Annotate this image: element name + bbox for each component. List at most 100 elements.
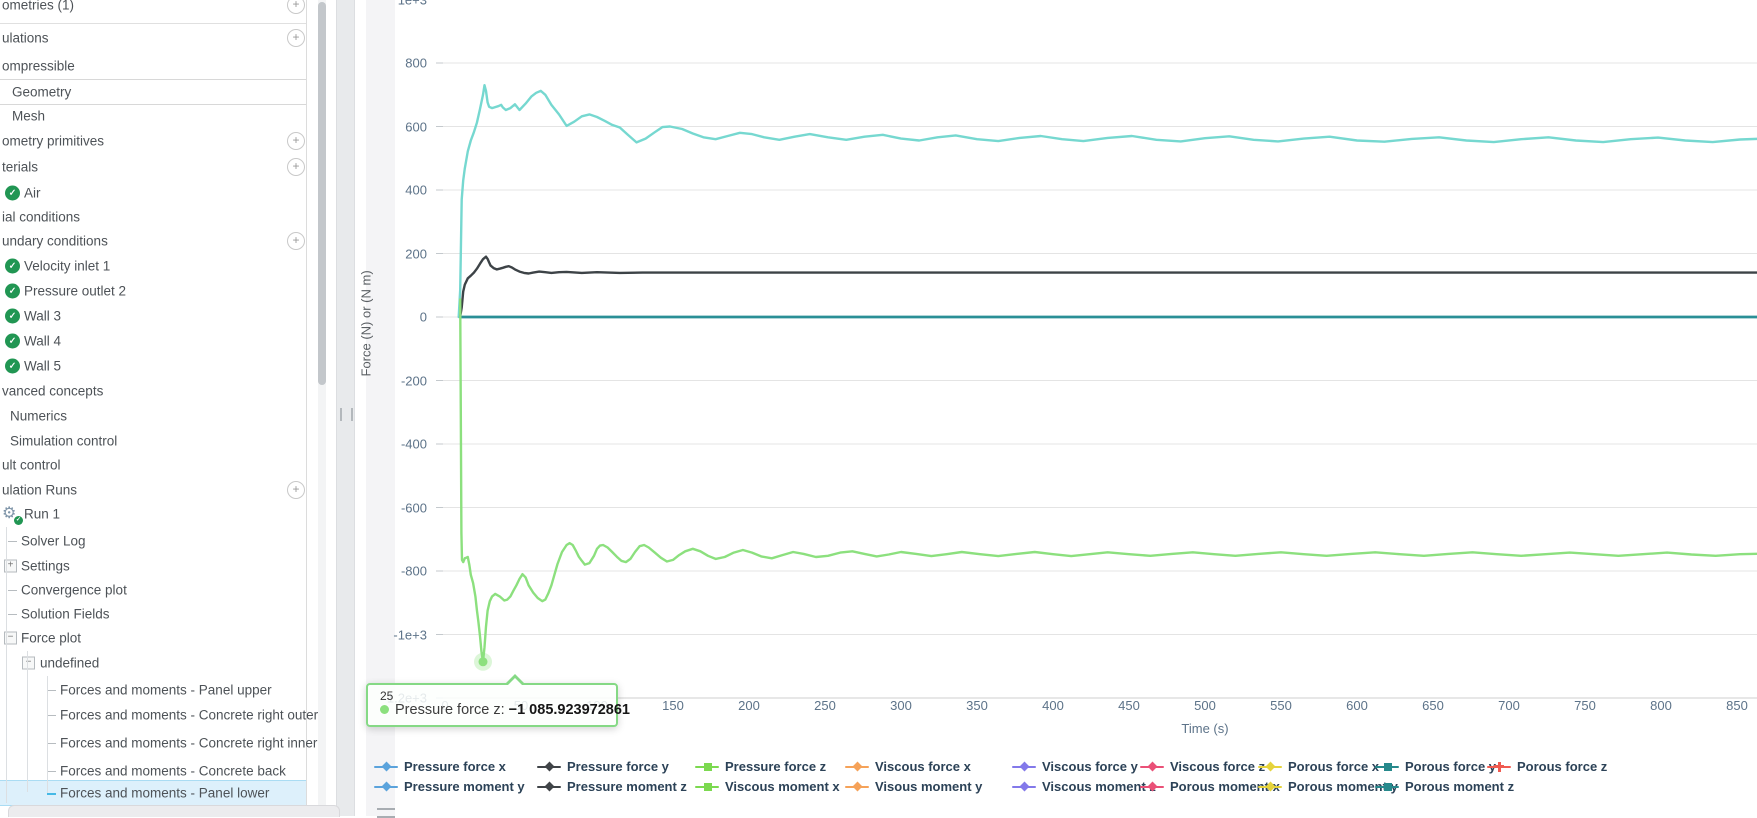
legend-label: Viscous moment x [725,779,840,794]
tree-item-undefined[interactable]: − undefined [0,651,306,675]
tree-leaf-dash-icon [47,793,56,795]
tree-item-air[interactable]: ✓ Air [0,181,306,205]
panel-resize-grip-icon[interactable] [340,408,353,421]
legend-label: Porous moment y [1288,779,1398,794]
y-tick-label: -1e+3 [393,627,427,642]
tree-item-forces-and-moments-panel-lower[interactable]: Forces and moments - Panel lower [0,780,306,806]
tree-item-ult-control[interactable]: ult control [0,453,306,477]
tree-item-label: Forces and moments - Concrete right inne… [60,735,318,751]
tree-item-label: ometry primitives [2,133,105,149]
tree-item-convergence-plot[interactable]: Convergence plot [0,578,306,602]
x-tick-label: 600 [1346,698,1368,713]
tree-item-forces-and-moments-concrete-right-inner[interactable]: Forces and moments - Concrete right inne… [0,731,317,755]
add-button[interactable]: + [287,0,305,14]
force-plot-canvas[interactable] [430,0,1757,816]
add-button[interactable]: + [287,29,305,47]
x-tick-label: 400 [1042,698,1064,713]
tree-item-label: Force plot [21,630,82,646]
bottom-panel-edge[interactable] [8,805,340,817]
tree-item-vanced-concepts[interactable]: vanced concepts [0,379,306,403]
panel-resize-gutter[interactable] [336,0,355,816]
add-button[interactable]: + [287,132,305,150]
legend-label: Porous moment x [1170,779,1280,794]
tree-item-label: Geometry [12,84,72,100]
y-tick-label: 400 [405,182,427,198]
expand-icon[interactable]: + [4,559,17,573]
series-line-pressure-force-z [459,298,1757,663]
y-tick-label: -600 [400,500,427,515]
x-tick-label: 150 [662,698,684,713]
tree-item-label: ial conditions [2,209,81,225]
tree-separator [0,23,306,24]
add-button[interactable]: + [287,481,305,499]
legend-label: Porous moment z [1405,779,1515,794]
tree-item-undary-conditions[interactable]: undary conditions + [0,229,306,253]
simulation-tree-panel: ometries (1) + ulations + ompressible Geometr… [0,0,318,816]
tree-item-ulation-runs[interactable]: ulation Runs + [0,478,306,502]
tooltip-series-value: −1 085.923972861 [508,702,630,718]
collapse-icon[interactable]: − [4,631,17,645]
tree-item-label: Forces and moments - Concrete back [60,763,286,779]
tree-item-solver-log[interactable]: Solver Log [0,529,306,553]
series-line-pressure-force-x [457,84,1757,319]
legend-marker-icon [845,781,869,792]
legend-marker-icon [1375,782,1399,792]
gear-icon: ⚙ ✓ [2,505,23,525]
tree-item-label: ult control [2,457,61,473]
legend-marker-icon [537,781,561,792]
tree-item-label: Pressure outlet 2 [24,283,127,299]
check-circle-icon: ✓ [5,333,20,349]
tree-leaf-dash-icon [47,715,56,716]
bottom-panel-drag-handle-icon[interactable] [377,808,395,818]
add-button[interactable]: + [287,158,305,176]
tree-item-label: ulation Runs [2,482,78,498]
tree-item-label: Wall 4 [24,333,62,349]
add-button[interactable]: + [287,232,305,250]
tree-item-velocity-inlet-1[interactable]: ✓ Velocity inlet 1 [0,254,306,278]
tree-item-ometries-1[interactable]: ometries (1) + [0,0,306,17]
tree-item-label: ulations [2,30,49,46]
y-tick-label: 800 [405,55,427,71]
y-tick-label: 1e+3 [355,0,427,7]
tree-item-forces-and-moments-panel-upper[interactable]: Forces and moments - Panel upper [0,678,306,702]
tree-item-run-1[interactable]: ⚙ ✓ Run 1 [0,502,306,526]
tree-item-forces-and-moments-concrete-right-outer[interactable]: Forces and moments - Concrete right oute… [0,703,318,727]
tree-item-forces-and-moments-concrete-back[interactable]: Forces and moments - Concrete back [0,759,306,783]
check-badge-icon: ✓ [14,516,23,525]
tree-item-terials[interactable]: terials + [0,155,306,179]
tree-item-numerics[interactable]: Numerics [0,404,306,428]
x-tick-label: 650 [1422,698,1444,713]
sidebar-scrollbar-track[interactable] [318,0,326,816]
sidebar-scrollbar-thumb[interactable] [318,2,326,385]
tree-item-settings[interactable]: + Settings [0,554,306,578]
collapse-icon[interactable]: − [22,656,35,670]
legend-label: Porous force y [1405,759,1497,774]
tree-item-mesh[interactable]: Mesh [0,104,306,128]
tree-item-label: ometries (1) [2,0,75,13]
tree-leaf-dash-icon [47,743,56,744]
tooltip-series-row: Pressure force z: −1 085.923972861 [380,702,630,718]
tree-item-wall-4[interactable]: ✓ Wall 4 [0,329,306,353]
series-color-dot [380,705,389,714]
tree-item-ompressible[interactable]: ompressible [0,54,306,78]
tree-item-wall-3[interactable]: ✓ Wall 3 [0,304,306,328]
tree-item-label: Forces and moments - Panel lower [60,785,270,801]
tree-item-simulation-control[interactable]: Simulation control [0,429,306,453]
tree-item-wall-5[interactable]: ✓ Wall 5 [0,354,306,378]
highlighted-data-point[interactable] [478,657,488,667]
legend-marker-icon [374,761,398,772]
tree-item-pressure-outlet-2[interactable]: ✓ Pressure outlet 2 [0,279,306,303]
tree-item-geometry[interactable]: Geometry [0,79,306,105]
secondary-scrollbar-track [366,0,395,816]
legend-marker-icon [1140,761,1164,772]
x-tick-label: 200 [738,698,760,713]
tree-item-ulations[interactable]: ulations + [0,26,306,50]
tree-item-force-plot[interactable]: − Force plot [0,626,306,650]
tree-item-solution-fields[interactable]: Solution Fields [0,602,306,626]
tree-item-ometry-primitives[interactable]: ometry primitives + [0,129,306,153]
y-tick-label: -200 [400,373,427,388]
check-circle-icon: ✓ [5,185,20,201]
legend-label: Porous force z [1517,759,1608,774]
tree-item-ial-conditions[interactable]: ial conditions [0,205,306,229]
legend-marker-icon [1140,781,1164,792]
